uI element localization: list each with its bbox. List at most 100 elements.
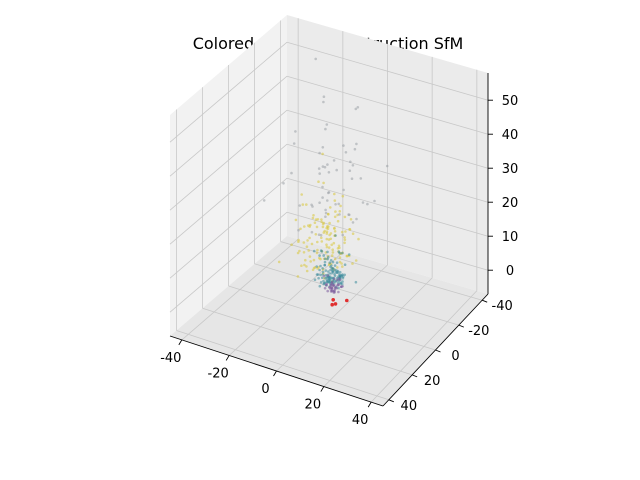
scatter-point [315, 251, 319, 255]
scatter-point [312, 249, 316, 253]
grid-line-z-left [169, 177, 288, 279]
scatter-point [327, 279, 330, 283]
scatter-point [324, 127, 327, 131]
scatter-point [318, 268, 321, 272]
scatter-point [322, 231, 326, 234]
scatter-point [322, 254, 326, 257]
scatter-point [331, 280, 334, 284]
scatter-point [301, 203, 305, 206]
scatter-point [324, 277, 327, 280]
scatter-point [294, 130, 297, 133]
scatter-point [321, 225, 325, 229]
scatter-point [305, 265, 308, 268]
scatter-point [300, 264, 303, 268]
scatter-point [338, 210, 342, 213]
scatter-point [335, 261, 339, 265]
scatter-point [321, 146, 325, 149]
scatter-point [327, 270, 330, 273]
scatter-point [327, 225, 330, 228]
scatter-point [324, 269, 328, 272]
scatter-point [366, 202, 369, 206]
grid-lines [169, 18, 489, 403]
scatter-point [316, 240, 319, 244]
scatter-point [303, 225, 306, 228]
scatter-point [350, 177, 354, 180]
scatter-point [328, 286, 331, 289]
z-tick-label: 20 [502, 196, 519, 211]
scatter-point [330, 264, 333, 267]
scatter-point [320, 240, 324, 243]
scatter-point [317, 233, 321, 236]
scatter-point [319, 249, 323, 252]
scatter-point [282, 182, 285, 185]
scatter-point [338, 213, 341, 216]
scatter-point [333, 264, 337, 267]
y-tick-label: -40 [492, 299, 513, 314]
scatter-point [309, 223, 312, 227]
scatter-point [331, 267, 335, 270]
scatter-point [304, 258, 307, 262]
scatter-point [298, 204, 302, 207]
scatter-point [315, 265, 319, 268]
scatter-point [319, 281, 323, 284]
scatter-point [316, 267, 319, 270]
camera-point [331, 298, 336, 302]
scatter-point [361, 201, 365, 204]
scatter-point [320, 236, 323, 240]
scatter-point [339, 204, 342, 208]
y-tick-mark [388, 399, 395, 403]
scatter-point [344, 230, 347, 233]
scatter-point [308, 255, 312, 258]
scatter-point [297, 238, 300, 242]
scatter-point [356, 106, 360, 109]
scatter-point [338, 246, 341, 250]
scatter-point [315, 225, 319, 229]
scatter-point [331, 248, 335, 251]
scatter-point [322, 279, 325, 283]
scatter-point [322, 274, 326, 278]
grid-line-y-floor [176, 330, 389, 401]
scatter-point [332, 277, 336, 281]
scatter-point [303, 263, 306, 267]
scatter-point [341, 276, 345, 280]
scatter-point [321, 222, 325, 226]
scatter-point [340, 285, 343, 289]
scatter-point [312, 258, 316, 262]
scatter-point [340, 230, 344, 234]
scatter-point [305, 269, 309, 273]
scatter-point [331, 269, 335, 273]
scatter-point [294, 218, 298, 222]
scatter-point [341, 280, 344, 283]
scatter-point [344, 151, 348, 154]
scatter-point [347, 253, 351, 256]
scatter-point [338, 270, 342, 274]
scatter-point [321, 152, 324, 156]
scatter-point [337, 290, 340, 294]
scatter-point [328, 272, 332, 275]
scatter-point [330, 289, 334, 293]
scatter-point [333, 257, 337, 261]
scatter-point [343, 241, 346, 245]
grid-line-z-left [169, 211, 288, 313]
scatter-point [309, 260, 313, 263]
scatter-point [302, 251, 306, 254]
grid-line-y-floor [254, 263, 459, 326]
y-tick-label: 20 [424, 374, 441, 389]
grid-line-z-back [286, 109, 489, 169]
scatter-point [323, 281, 326, 285]
scatter-point [325, 237, 329, 241]
scatter-point [336, 266, 339, 269]
scatter-point [320, 220, 323, 224]
x-tick-label: -40 [160, 351, 181, 366]
y-tick-mark [481, 299, 488, 303]
scatter-point [298, 249, 301, 253]
camera-point [330, 302, 335, 307]
scatter-point [321, 196, 324, 199]
y-tick-label: -20 [468, 324, 489, 339]
scatter-point [329, 232, 333, 235]
scatter-point [334, 234, 337, 237]
scatter-point [328, 261, 332, 265]
scatter-point [290, 243, 293, 246]
scatter-point [323, 286, 327, 290]
